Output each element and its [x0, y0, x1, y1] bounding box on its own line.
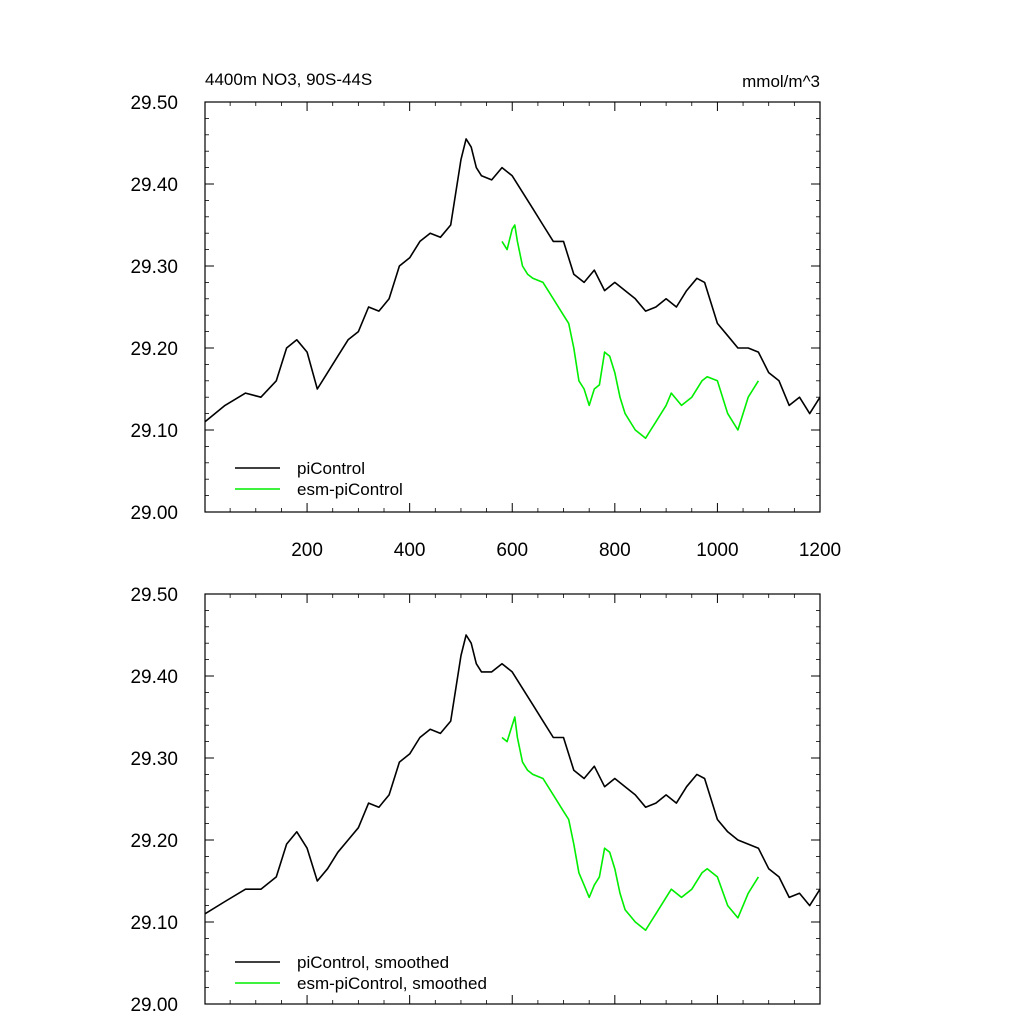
series-line-esm-picontrol: [501, 224, 760, 440]
y-tick-label: 29.30: [130, 749, 178, 770]
legend-label-esm-picontrol: esm-piControl: [297, 480, 403, 499]
legend-label-picontrol-smoothed: piControl, smoothed: [297, 953, 449, 972]
y-tick-label: 29.40: [130, 175, 178, 196]
series-line-picontrol-smoothed: [204, 634, 821, 915]
x-tick-label: 800: [599, 540, 631, 561]
series-line-picontrol: [204, 138, 821, 423]
x-tick-label: 200: [291, 540, 323, 561]
x-axis-labels: 200 400 600 800 1000 1200: [291, 540, 841, 561]
y-tick-label: 29.50: [130, 93, 178, 114]
plot-frame: [204, 593, 821, 1005]
y-tick-label: 29.50: [130, 585, 178, 606]
y-tick-label: 29.20: [130, 339, 178, 360]
plot-frame: [204, 101, 821, 513]
axis-ticks: [205, 101, 821, 513]
y-tick-label: 29.10: [130, 913, 178, 934]
legend: piControl esm-piControl: [235, 459, 403, 499]
top-chart-panel: 4400m NO3, 90S-44S mmol/m^3 29.0029.1029…: [130, 70, 841, 561]
y-axis-labels: 29.00 29.10 29.20 29.30 29.40 29.50: [130, 585, 178, 1016]
y-tick-label: 29.00: [130, 995, 178, 1016]
y-tick-label: 29.20: [130, 831, 178, 852]
y-axis-labels: 29.00 29.10 29.20 29.30 29.40 29.50: [130, 93, 178, 524]
x-tick-label: 1000: [696, 540, 738, 561]
series-lines: [204, 138, 821, 440]
axis-ticks: [205, 593, 821, 1005]
legend: piControl, smoothed esm-piControl, smoot…: [235, 953, 487, 993]
y-tick-label: 29.10: [130, 421, 178, 442]
legend-label-picontrol: piControl: [297, 459, 365, 478]
x-tick-label: 600: [496, 540, 528, 561]
legend-label-esm-picontrol-smoothed: esm-piControl, smoothed: [297, 974, 487, 993]
y-tick-label: 29.30: [130, 257, 178, 278]
series-lines: [204, 634, 821, 932]
x-tick-label: 400: [394, 540, 426, 561]
x-tick-label: 1200: [799, 540, 841, 561]
y-tick-label: 29.40: [130, 667, 178, 688]
bottom-chart-panel: 29.00 29.10 29.20 29.30 29.40 29.50 piControl…: [130, 585, 821, 1016]
chart-title: 4400m NO3, 90S-44S: [205, 70, 372, 89]
units-label: mmol/m^3: [742, 72, 820, 91]
series-line-esm-picontrol-smoothed: [501, 716, 760, 932]
y-tick-label: 29.00: [130, 503, 178, 524]
